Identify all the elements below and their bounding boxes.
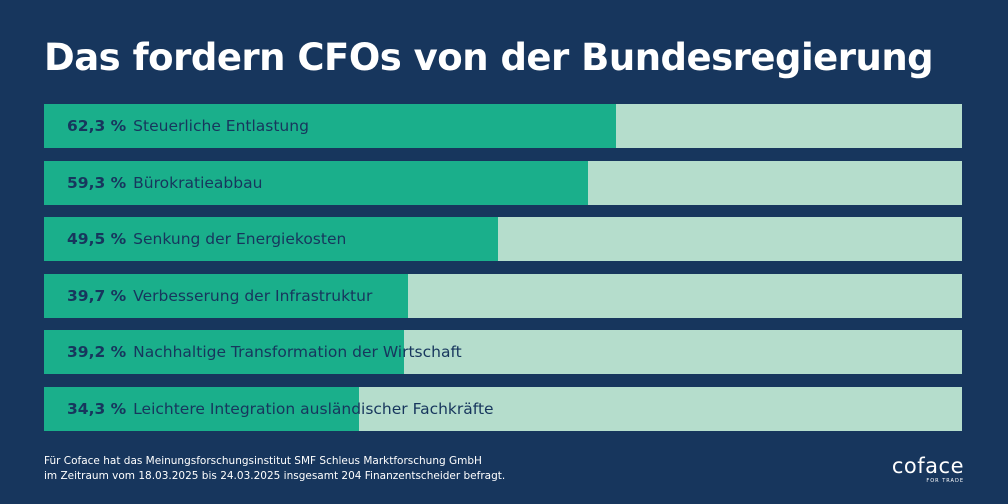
bar-label: 39,2 % Nachhaltige Transformation der Wir… [67,330,462,374]
bar-fill [44,160,589,205]
bar-value-label: 34,3 % [67,399,127,418]
bar-row: 62,3 % Steuerliche Entlastung [44,104,962,148]
footnote-line-1: Für Coface hat das Meinungsforschungsins… [44,455,482,467]
bar-value-label: 62,3 % [67,117,127,135]
bar-fill [44,330,404,374]
bar-label: 34,3 % Leichtere Integration ausländische… [67,387,494,431]
bar-value-label: 39,2 % [67,343,127,361]
bar-value-label: 39,7 % [67,286,127,305]
bar-row: 59,3 % Bürokratieabbau [44,160,962,205]
coface-logo: coface FOR TRADE [884,455,964,485]
footnote-line-2: im Zeitraum vom 18.03.2025 bis 24.03.202… [44,470,506,482]
bar-fill [44,386,359,431]
bar-category-label: Steuerliche Entlastung [133,117,309,135]
bar-row: 49,5 % Senkung der Energiekosten [44,217,962,261]
bar-fill [44,217,499,261]
bar-label: 62,3 % Steuerliche Entlastung [67,104,309,148]
bar-label: 59,3 % Bürokratieabbau [67,161,262,205]
bar-category-label: Verbesserung der Infrastruktur [133,286,373,305]
bar-category-label: Leichtere Integration ausländischer Fach… [133,399,494,418]
chart-title: Das fordern CFOs von der Bundesregierung [44,36,934,79]
bar-category-label: Bürokratieabbau [133,173,263,192]
bar-row: 34,3 % Leichtere Integration ausländische… [44,386,962,431]
bar-row: 39,7 % Verbesserung der Infrastruktur [44,273,962,318]
bar-fill [44,104,616,148]
bar-value-label: 49,5 % [67,230,127,248]
bar-category-label: Nachhaltige Transformation der Wirtschaf… [133,343,462,361]
logo-tagline: FOR TRADE [926,478,964,484]
logo-wordmark: coface [891,454,964,478]
footnote: Für Coface hat das Meinungsforschungsins… [44,454,505,484]
bar-category-label: Senkung der Energiekosten [133,230,347,248]
bar-value-label: 59,3 % [67,173,127,192]
bar-row: 39,2 % Nachhaltige Transformation der Wir… [44,330,962,374]
bar-fill [44,273,409,318]
bar-chart: 62,3 % Steuerliche Entlastung 59,3 % Bürokr… [44,104,962,443]
bar-label: 49,5 % Senkung der Energiekosten [67,217,346,261]
bar-label: 39,7 % Verbesserung der Infrastruktur [67,274,372,318]
